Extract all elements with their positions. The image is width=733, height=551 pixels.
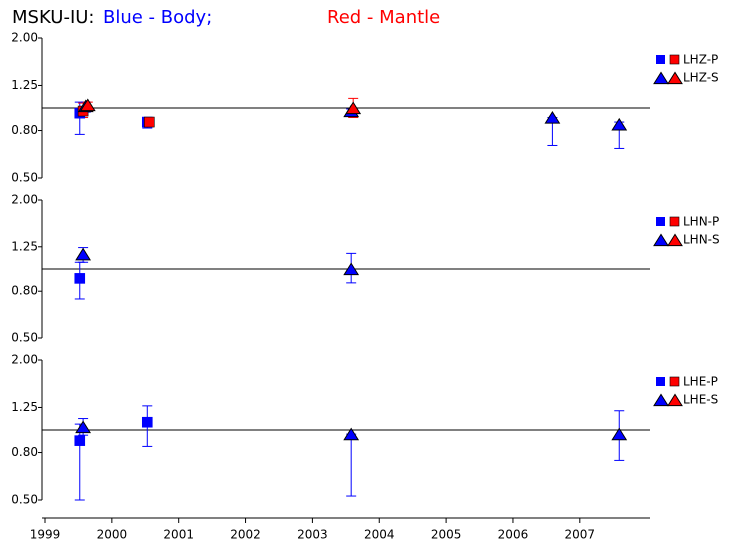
legend-label: LHN-P: [683, 215, 719, 229]
y-tick-label: 0.50: [11, 331, 38, 345]
y-tick-label: 2.00: [11, 193, 38, 207]
x-tick-label: 1999: [30, 528, 61, 542]
square-marker: [74, 435, 86, 446]
y-tick-label: 2.00: [11, 353, 38, 367]
triangle-marker: [79, 98, 96, 112]
y-tick-label: 0.80: [11, 445, 38, 459]
legend-marker: [667, 233, 683, 247]
x-tick-label: 2000: [97, 528, 128, 542]
triangle-marker: [343, 427, 360, 441]
title-station: MSKU-IU:: [12, 7, 95, 28]
y-tick-label: 0.50: [11, 493, 38, 507]
x-tick-label: 2004: [364, 528, 395, 542]
triangle-marker: [611, 117, 628, 131]
legend-marker: [656, 377, 665, 386]
x-tick-label: 2006: [498, 528, 529, 542]
legend-marker: [653, 233, 669, 247]
y-tick-label: 1.25: [11, 400, 38, 414]
square-marker: [141, 416, 153, 428]
y-tick-label: 1.25: [11, 239, 38, 253]
legend-label: LHZ-P: [683, 53, 718, 67]
x-tick-label: 2003: [297, 528, 328, 542]
legend-marker: [656, 217, 665, 226]
x-tick-label: 2005: [431, 528, 462, 542]
legend-label: LHE-S: [683, 393, 718, 407]
legend-marker: [669, 54, 680, 65]
x-tick-label: 2002: [230, 528, 261, 542]
x-tick-label: 2001: [163, 528, 194, 542]
legend-marker: [669, 376, 680, 387]
square-marker: [143, 116, 155, 128]
y-tick-label: 0.80: [11, 284, 38, 298]
x-tick-label: 2007: [565, 528, 596, 542]
triangle-marker: [611, 427, 628, 441]
legend-label: LHN-S: [683, 233, 720, 247]
legend-marker: [653, 393, 669, 407]
y-tick-label: 2.00: [11, 31, 38, 45]
square-marker: [74, 273, 86, 284]
legend-marker: [667, 71, 683, 85]
legend-marker: [656, 55, 665, 64]
triangle-marker: [345, 101, 362, 115]
triangle-marker: [343, 262, 360, 276]
triangle-marker: [544, 110, 561, 124]
triangle-marker: [75, 247, 92, 261]
legend-marker: [653, 71, 669, 85]
legend-marker: [667, 393, 683, 407]
title-body: Blue - Body;: [103, 7, 212, 28]
triangle-marker: [75, 420, 92, 434]
y-tick-label: 0.50: [11, 171, 38, 185]
legend-marker: [669, 216, 680, 227]
legend-label: LHZ-S: [683, 71, 719, 85]
legend-label: LHE-P: [683, 375, 718, 389]
title-mantle: Red - Mantle: [327, 7, 440, 28]
y-tick-label: 0.80: [11, 123, 38, 137]
y-tick-label: 1.25: [11, 78, 38, 92]
